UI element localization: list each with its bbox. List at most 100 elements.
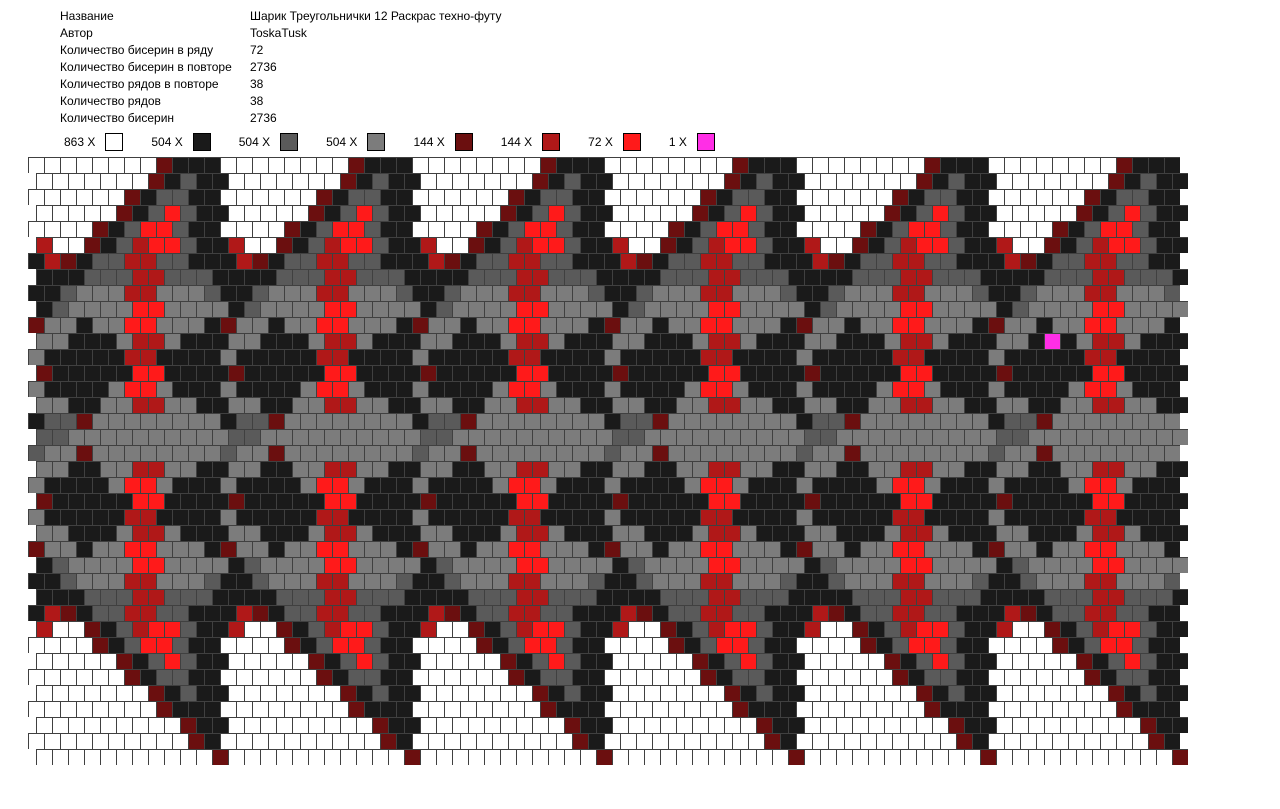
bead-cell <box>732 285 748 301</box>
bead-cell <box>164 333 180 349</box>
bead-cell <box>692 461 708 477</box>
bead-cell <box>100 205 116 221</box>
bead-cell <box>820 749 836 765</box>
bead-cell <box>748 157 764 173</box>
bead-cell <box>892 285 908 301</box>
bead-cell <box>820 717 836 733</box>
bead-cell <box>484 621 500 637</box>
bead-cell <box>252 317 268 333</box>
bead-cell <box>436 589 452 605</box>
bead-cell <box>1156 525 1172 541</box>
bead-cell <box>572 477 588 493</box>
bead-cell <box>484 557 500 573</box>
bead-cell <box>1036 285 1052 301</box>
bead-row <box>28 621 1280 637</box>
bead-cell <box>356 205 372 221</box>
bead-cell <box>820 397 836 413</box>
bead-cell <box>516 429 532 445</box>
bead-cell <box>244 365 260 381</box>
bead-cell <box>508 701 524 717</box>
bead-cell <box>1132 317 1148 333</box>
bead-cell <box>772 461 788 477</box>
bead-cell <box>364 445 380 461</box>
bead-cell <box>1084 701 1100 717</box>
bead-cell <box>124 253 140 269</box>
bead-cell <box>692 237 708 253</box>
bead-cell <box>428 221 444 237</box>
bead-cell <box>748 541 764 557</box>
bead-cell <box>68 365 84 381</box>
bead-cell <box>836 493 852 509</box>
meta-label-author: Автор <box>60 25 250 42</box>
bead-cell <box>164 525 180 541</box>
bead-cell <box>732 701 748 717</box>
bead-cell <box>188 733 204 749</box>
bead-cell <box>1148 701 1164 717</box>
bead-cell <box>764 573 780 589</box>
bead-cell <box>92 733 108 749</box>
bead-cell <box>732 221 748 237</box>
bead-cell <box>404 525 420 541</box>
bead-cell <box>892 221 908 237</box>
bead-cell <box>884 173 900 189</box>
bead-cell <box>596 365 612 381</box>
bead-cell <box>100 237 116 253</box>
bead-cell <box>1036 157 1052 173</box>
bead-cell <box>292 429 308 445</box>
bead-cell <box>668 669 684 685</box>
bead-cell <box>860 253 876 269</box>
bead-cell <box>828 381 844 397</box>
bead-cell <box>236 157 252 173</box>
bead-cell <box>1004 733 1020 749</box>
bead-cell <box>324 269 340 285</box>
bead-cell <box>772 557 788 573</box>
bead-cell <box>156 157 172 173</box>
bead-cell <box>204 701 220 717</box>
bead-cell <box>964 461 980 477</box>
bead-cell <box>468 525 484 541</box>
bead-cell <box>1028 493 1044 509</box>
bead-cell <box>428 573 444 589</box>
bead-cell <box>780 349 796 365</box>
bead-cell <box>1028 653 1044 669</box>
bead-cell <box>1076 685 1092 701</box>
bead-cell <box>476 157 492 173</box>
bead-cell <box>956 605 972 621</box>
bead-cell <box>316 413 332 429</box>
bead-cell <box>1164 221 1180 237</box>
bead-cell <box>580 589 596 605</box>
bead-cell <box>148 333 164 349</box>
bead-cell <box>492 477 508 493</box>
bead-cell <box>1092 429 1108 445</box>
bead-cell <box>852 301 868 317</box>
bead-cell <box>588 605 604 621</box>
bead-cell <box>212 461 228 477</box>
bead-cell <box>908 637 924 653</box>
bead-cell <box>988 733 1004 749</box>
bead-cell <box>1060 461 1076 477</box>
bead-cell <box>340 749 356 765</box>
bead-cell <box>52 301 68 317</box>
bead-cell <box>676 461 692 477</box>
bead-cell <box>188 157 204 173</box>
bead-cell <box>596 173 612 189</box>
bead-cell <box>660 205 676 221</box>
bead-cell <box>228 397 244 413</box>
bead-cell <box>412 605 428 621</box>
bead-cell <box>52 525 68 541</box>
bead-cell <box>492 221 508 237</box>
bead-cell <box>108 509 124 525</box>
bead-cell <box>356 237 372 253</box>
bead-cell <box>556 477 572 493</box>
bead-cell <box>860 637 876 653</box>
bead-cell <box>908 701 924 717</box>
bead-cell <box>588 733 604 749</box>
bead-cell <box>228 621 244 637</box>
bead-cell <box>84 205 100 221</box>
bead-cell <box>420 589 436 605</box>
bead-cell <box>84 237 100 253</box>
bead-cell <box>836 717 852 733</box>
bead-cell <box>292 717 308 733</box>
bead-cell <box>620 285 636 301</box>
bead-cell <box>868 589 884 605</box>
